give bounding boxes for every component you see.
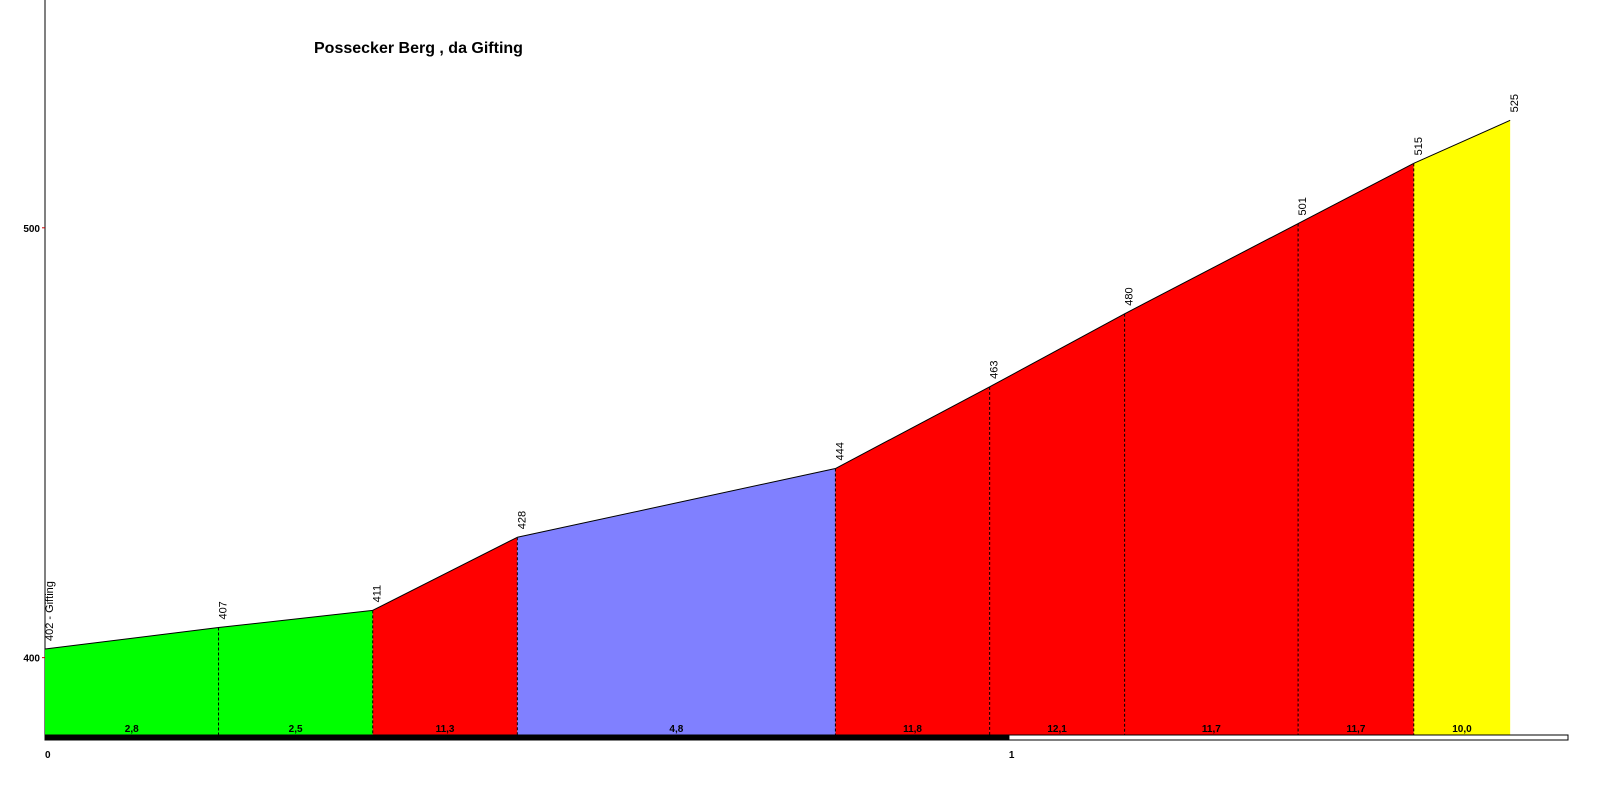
profile-segment (835, 386, 990, 735)
profile-line (517, 468, 836, 538)
profile-segment (1413, 120, 1511, 735)
profile-line (372, 536, 518, 611)
elevation-label: 411 (372, 585, 384, 603)
gradient-label: 11,7 (1202, 724, 1221, 735)
profile-line (835, 386, 990, 469)
elevation-label: 402 - Gifting (44, 581, 56, 641)
elevation-label: 407 (218, 601, 230, 619)
gradient-label: 12,1 (1047, 724, 1067, 735)
elevation-label: 463 (989, 360, 1001, 378)
elevation-label: 444 (834, 442, 846, 460)
chart-title: Possecker Berg , da Gifting (314, 40, 523, 57)
gradient-label: 11,7 (1346, 724, 1365, 735)
profile-line (1297, 162, 1415, 224)
y-tick-label: 500 (23, 224, 40, 235)
profile-line (44, 627, 219, 650)
profile-segment (989, 313, 1125, 735)
profile-segment (45, 627, 219, 735)
elevation-label: 428 (516, 511, 528, 529)
profile-segment (1124, 223, 1299, 735)
gradient-label: 11,3 (436, 724, 455, 735)
elevation-label: 501 (1297, 197, 1309, 215)
profile-segment (1298, 163, 1414, 736)
profile-segment (372, 537, 518, 735)
y-tick-label: 400 (23, 654, 40, 665)
profile-line (989, 313, 1125, 388)
elevation-label: 525 (1509, 94, 1521, 112)
gradient-label: 11,8 (903, 724, 922, 735)
gradient-label: 10,0 (1452, 724, 1472, 735)
profile-line (1124, 223, 1299, 315)
profile-line (218, 609, 373, 629)
profile-segment (218, 610, 373, 735)
elevation-label: 480 (1124, 287, 1136, 305)
x-tick-label: 0 (45, 750, 51, 761)
profile-segment (517, 468, 836, 735)
gradient-label: 4,8 (669, 724, 683, 735)
elevation-label: 515 (1413, 137, 1425, 155)
gradient-label: 2,8 (125, 724, 139, 735)
x-tick-label: 1 (1009, 750, 1015, 761)
scale-bar (44, 734, 1010, 741)
profile-line (1413, 119, 1511, 164)
gradient-label: 2,5 (289, 724, 303, 735)
scale-bar (1008, 734, 1569, 741)
